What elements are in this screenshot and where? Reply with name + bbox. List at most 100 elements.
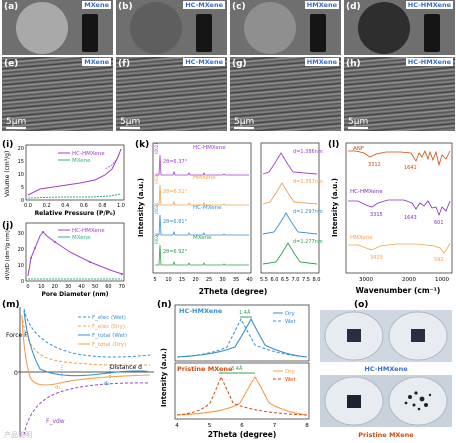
panel-k-letter: (k) (135, 140, 149, 150)
k-zoom-3 (262, 242, 318, 265)
vial (196, 14, 212, 52)
hc-hmxene-pore (27, 231, 123, 277)
k-xtick: 40 (246, 277, 252, 283)
k-d-1: d=1.357nm (293, 179, 323, 185)
k-xtick: 5 (153, 277, 156, 283)
mark-601: 601 (434, 220, 444, 226)
k-pattern-1 (155, 184, 249, 206)
sem-panel: (e) MXene 5μm (2, 57, 113, 131)
panel-k-ylabel: Intensity (a.u.) (137, 178, 145, 237)
i-ytick: 5 (21, 185, 24, 191)
vial (310, 14, 326, 52)
k-xtick: 20 (192, 277, 198, 283)
j-ytick: 30 (18, 231, 24, 237)
panel-m-chart: (m) 0 Force F F_elec (Wet) F_elec (Dry) … (2, 300, 154, 437)
k-xtick-zoom: 5.5 (260, 277, 268, 283)
hc-hmxene-spectrum (348, 199, 451, 217)
n-bottom-dry (176, 375, 308, 416)
marker-d1: d₁ (55, 385, 61, 391)
label-anf: ANF (353, 146, 364, 152)
k-angle-1: 2θ=6.51° (163, 189, 188, 195)
k-name-2: HC-MXene (193, 205, 222, 211)
panel-m-ylabel: Force F (6, 332, 28, 339)
panel-j-chart: (j) HC-HMXene MXene dV/dD (dm³/g nm) 0 10… (2, 221, 125, 298)
k-peak-2: (002) (154, 203, 159, 214)
vial (424, 14, 440, 52)
k-name-3: MXene (193, 235, 212, 241)
sem-panel: (h) HC-HMXene 5μm (344, 57, 455, 131)
panel-i-xlabel: Relative Pressure (P/P₀) (35, 210, 116, 217)
j-xtick: 40 (78, 284, 84, 290)
j-xtick: 30 (65, 284, 71, 290)
i-xtick: 0.0 (24, 203, 32, 209)
hc-hmxene-adsorption (27, 148, 122, 196)
sem-row: (e) MXene 5μm (f) HC-MXene 5μm (g) HMXene 5μm (h)… (2, 57, 456, 132)
k-name-0: HC-HMXene (193, 145, 226, 151)
sem-panel: (f) HC-MXene 5μm (116, 57, 227, 131)
k-peak-0: (002) (154, 143, 159, 154)
n-top-delta: 1.4Å (239, 309, 251, 316)
n-xtick: 8 (305, 423, 309, 429)
photo-tag: HC-HMXene (405, 1, 453, 9)
k-angle-2: 2θ=6.81° (163, 219, 188, 225)
o-label-hc-hmxene: HC-HMXene (364, 365, 408, 373)
n-bottom-wet (176, 375, 308, 416)
scale-bar: 5μm (234, 117, 255, 129)
k-xtick: 35 (233, 277, 239, 283)
sem-panel: (g) HMXene 5μm (230, 57, 341, 131)
panel-i-chart: (i) HC-HMXene MXene Volume (cm³/g) 0 5 10 1… (2, 140, 125, 217)
photo-letter: (b) (118, 2, 133, 12)
k-xtick-zoom: 8.0 (313, 277, 321, 283)
sem-letter: (h) (346, 59, 361, 69)
k-xtick: 10 (165, 277, 171, 283)
membrane-disk (244, 2, 296, 54)
mxene-isotherm (27, 193, 122, 199)
n-bottom-legend-wet: Wet (285, 377, 296, 383)
scale-bar: 5μm (348, 117, 369, 129)
f-total-wet (23, 310, 151, 377)
j-xtick: 70 (119, 284, 125, 290)
sem-letter: (f) (118, 59, 131, 69)
membrane-disk (16, 2, 68, 54)
k-zoom-2 (262, 212, 318, 235)
j-xtick: 60 (105, 284, 111, 290)
sem-tag: MXene (82, 58, 111, 66)
panel-j-letter: (j) (2, 221, 13, 231)
mark-1641: 1641 (404, 165, 417, 171)
label-hc-hmxene: HC-HMXene (350, 189, 383, 195)
k-xtick: 25 (206, 277, 212, 283)
sem-tag: HMXene (304, 58, 339, 66)
photo-row: (a) MXene (b) HC-MXene (c) HMXene (d) HC-HMXene (2, 0, 456, 56)
j-xtick: 20 (52, 284, 58, 290)
k-pattern-3 (155, 244, 249, 266)
photo-tag: MXene (82, 1, 111, 9)
k-d-2: d=1.297nm (293, 209, 323, 215)
f-elec-dry (21, 314, 151, 366)
j-xtick: 10 (38, 284, 44, 290)
l-xtick-2000: 2000 (402, 277, 416, 283)
legend-j-hc-hmxene: HC-HMXene (72, 228, 105, 234)
sem-letter: (g) (232, 59, 247, 69)
label-fvdw: F_vdw (46, 418, 65, 425)
n-xtick: 4 (175, 423, 179, 429)
scale-bar: 5μm (120, 117, 141, 129)
n-xtick: 7 (273, 423, 277, 429)
k-xtick-zoom: 6.5 (281, 277, 289, 283)
n-bottom-legend-dry: Dry (285, 369, 295, 375)
photo-panel: (a) MXene (2, 0, 113, 55)
photo-letter: (c) (232, 2, 246, 12)
o-label-pristine: Pristine MXene (358, 431, 414, 439)
j-ytick: 20 (18, 247, 24, 253)
panel-n-xlabel: 2Theta (degree) (208, 430, 277, 439)
panel-j-ylabel: dV/dD (dm³/g nm) (4, 230, 11, 280)
i-ytick: 10 (18, 172, 24, 178)
photo-panel: (d) HC-HMXene (344, 0, 455, 55)
legend-hc-hmxene: HC-HMXene (72, 151, 105, 157)
k-angle-3: 2θ=6.92° (163, 249, 188, 255)
mark-3429: 3429 (370, 255, 383, 261)
hmxene-spectrum (348, 242, 451, 254)
k-xtick: 15 (179, 277, 185, 283)
panel-k-chart: (k) 2θ=6.37° d=1.386nm HC-HMXene (002) 2θ=6.… (135, 140, 323, 296)
l-xtick-1000: 1000 (435, 277, 449, 283)
l-xtick-3000: 3000 (359, 277, 373, 283)
